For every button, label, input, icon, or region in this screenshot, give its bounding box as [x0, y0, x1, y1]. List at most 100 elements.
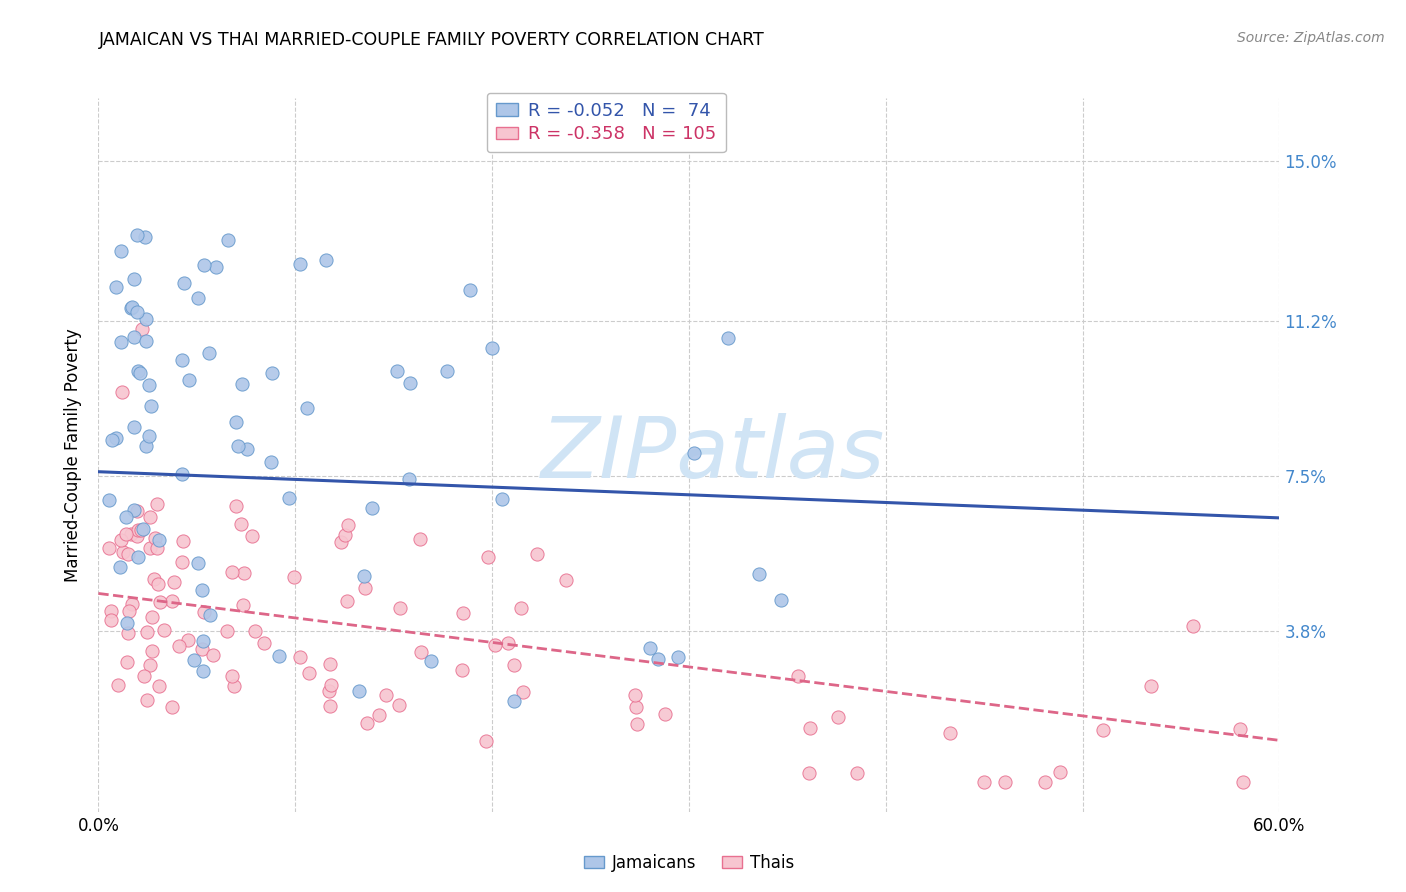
Point — [799, 765, 821, 780]
Point — [298, 666, 321, 681]
Point — [1232, 775, 1254, 789]
Point — [337, 517, 360, 532]
Point — [191, 642, 214, 657]
Point — [169, 640, 191, 654]
Point — [114, 527, 136, 541]
Point — [160, 594, 183, 608]
Point — [226, 439, 249, 453]
Point — [131, 523, 153, 537]
Point — [666, 650, 689, 665]
Point — [938, 726, 960, 740]
Point — [845, 765, 868, 780]
Point — [107, 678, 129, 692]
Point — [117, 604, 139, 618]
Point — [398, 472, 420, 486]
Point — [198, 608, 221, 623]
Point — [330, 534, 353, 549]
Point — [624, 700, 647, 714]
Point — [411, 645, 433, 659]
Point — [1229, 722, 1251, 736]
Point — [138, 657, 160, 672]
Point — [290, 257, 312, 271]
Point — [353, 569, 375, 583]
Point — [122, 419, 145, 434]
Point — [451, 664, 474, 678]
Point — [134, 669, 156, 683]
Point — [1033, 775, 1056, 789]
Point — [623, 688, 645, 702]
Point — [367, 707, 389, 722]
Point — [245, 624, 267, 639]
Point — [526, 547, 548, 561]
Point — [177, 373, 200, 387]
Point — [110, 533, 132, 547]
Point — [135, 312, 157, 326]
Point — [389, 600, 412, 615]
Text: Source: ZipAtlas.com: Source: ZipAtlas.com — [1237, 31, 1385, 45]
Point — [105, 280, 128, 294]
Point — [153, 623, 176, 637]
Point — [512, 684, 534, 698]
Point — [333, 528, 356, 542]
Point — [114, 509, 136, 524]
Point — [769, 593, 792, 607]
Point — [336, 594, 359, 608]
Point — [477, 549, 499, 564]
Text: JAMAICAN VS THAI MARRIED-COUPLE FAMILY POVERTY CORRELATION CHART: JAMAICAN VS THAI MARRIED-COUPLE FAMILY P… — [98, 31, 765, 49]
Point — [503, 658, 526, 673]
Point — [503, 694, 526, 708]
Point — [682, 446, 704, 460]
Point — [225, 499, 247, 513]
Point — [122, 330, 145, 344]
Point — [786, 668, 808, 682]
Point — [356, 715, 378, 730]
Point — [1182, 618, 1205, 632]
Point — [120, 526, 142, 541]
Point — [173, 276, 195, 290]
Point — [222, 679, 245, 693]
Y-axis label: Married-Couple Family Poverty: Married-Couple Family Poverty — [65, 328, 83, 582]
Point — [481, 341, 503, 355]
Point — [127, 549, 149, 564]
Point — [354, 581, 377, 595]
Point — [121, 597, 143, 611]
Point — [717, 331, 740, 345]
Point — [138, 378, 160, 392]
Point — [555, 573, 578, 587]
Point — [388, 698, 411, 712]
Point — [187, 292, 209, 306]
Point — [205, 260, 228, 275]
Point — [233, 566, 256, 581]
Text: ZIPatlas: ZIPatlas — [540, 413, 884, 497]
Point — [436, 363, 458, 377]
Point — [748, 566, 770, 581]
Point — [110, 334, 132, 349]
Point — [288, 649, 311, 664]
Point — [315, 252, 337, 267]
Point — [135, 439, 157, 453]
Point — [177, 633, 200, 648]
Point — [232, 598, 254, 612]
Point — [496, 636, 519, 650]
Point — [120, 301, 142, 315]
Point — [283, 570, 305, 584]
Point — [191, 583, 214, 598]
Point — [1140, 679, 1163, 693]
Point — [475, 733, 498, 747]
Point — [198, 346, 221, 360]
Point — [172, 534, 194, 549]
Point — [141, 610, 163, 624]
Point — [993, 775, 1015, 789]
Point — [193, 605, 215, 619]
Point — [240, 528, 263, 542]
Point — [349, 684, 371, 698]
Point — [409, 533, 432, 547]
Point — [170, 556, 193, 570]
Point — [143, 531, 166, 545]
Point — [193, 664, 215, 678]
Point — [260, 366, 283, 380]
Point — [125, 529, 148, 543]
Point — [202, 648, 225, 663]
Point — [319, 657, 342, 672]
Legend: Jamaicans, Thais: Jamaicans, Thais — [576, 847, 801, 879]
